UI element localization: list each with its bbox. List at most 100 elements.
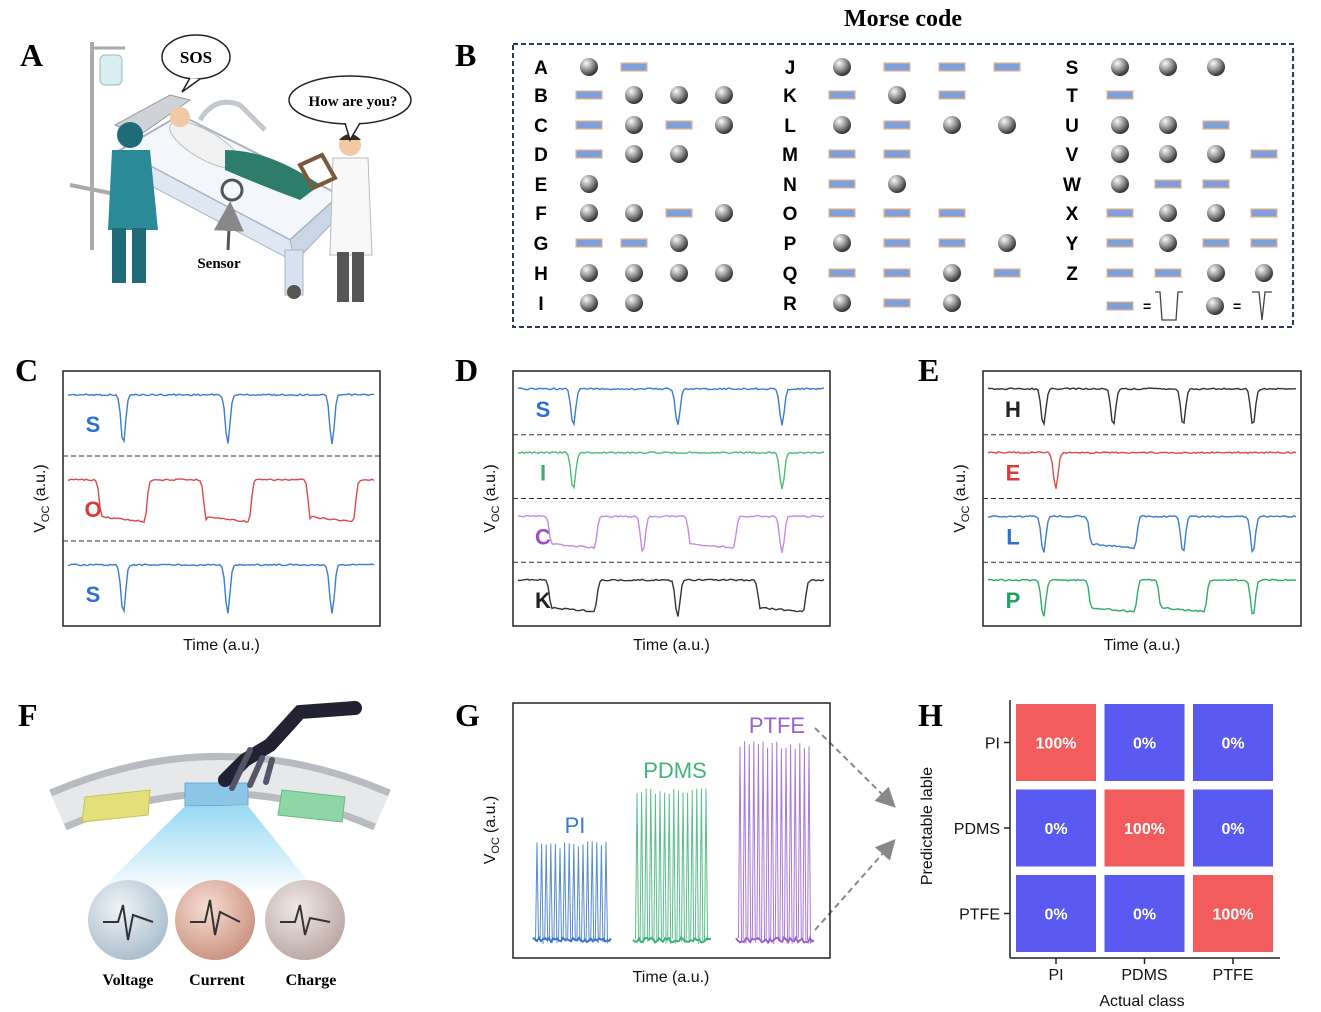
signal-trace: [987, 514, 1297, 554]
signal-trace: [517, 514, 825, 553]
cell-label: 100%: [1036, 736, 1077, 753]
morse-letter: A: [534, 58, 548, 79]
equals-sign: =: [1143, 298, 1151, 314]
morse-letter: R: [783, 294, 797, 315]
morse-dash: [1250, 149, 1278, 159]
morse-dot: [888, 86, 906, 104]
morse-letter: F: [535, 204, 547, 225]
y-label-unit: (a.u.): [952, 464, 969, 501]
morse-dot: [580, 175, 598, 193]
morse-dot: [833, 58, 851, 76]
morse-dot: [1207, 204, 1225, 222]
morse-dot: [670, 234, 688, 252]
morse-dot: [1255, 264, 1273, 282]
arrow: [814, 839, 896, 931]
y-label-unit: (a.u.): [482, 464, 499, 501]
morse-dash: [828, 179, 856, 189]
morse-dash: [938, 208, 966, 218]
panel-label: B: [455, 37, 476, 73]
morse-dot: [625, 86, 643, 104]
morse-dash: [938, 90, 966, 100]
morse-letter: H: [534, 264, 548, 285]
row-label: PDMS: [954, 821, 1000, 838]
signal-trace: [517, 578, 825, 617]
morse-dash: [883, 120, 911, 130]
cell-label: 0%: [1221, 821, 1244, 838]
morse-dash: [1250, 238, 1278, 248]
material-label: PI: [565, 813, 586, 838]
signal-letter: S: [536, 397, 551, 422]
panel-label: G: [455, 697, 480, 733]
morse-letter: M: [782, 145, 798, 166]
morse-dot: [943, 264, 961, 282]
col-label: PTFE: [1213, 967, 1254, 984]
morse-dot: [1159, 58, 1177, 76]
morse-dash: [575, 120, 603, 130]
morse-title: Morse code: [844, 6, 962, 32]
x-axis-label: Time (a.u.): [633, 637, 710, 654]
matrix-cell: [1016, 704, 1096, 781]
morse-letter: K: [783, 86, 797, 107]
morse-dash: [938, 62, 966, 72]
signal-letter: L: [1006, 524, 1019, 549]
morse-dash: [993, 62, 1021, 72]
morse-dash: [993, 268, 1021, 278]
morse-letter: J: [785, 58, 796, 79]
cell-label: 0%: [1221, 736, 1244, 753]
signal-trace: [987, 578, 1297, 617]
morse-dot: [1111, 175, 1129, 193]
morse-letter: D: [534, 145, 548, 166]
cell-label: 0%: [1044, 907, 1067, 924]
hospital-scene: [69, 34, 412, 302]
morse-letter: O: [783, 204, 798, 225]
morse-letter: V: [1066, 145, 1079, 166]
morse-dot: [625, 145, 643, 163]
y-axis-label: VOC (a.u.): [32, 464, 52, 533]
morse-dash: [883, 62, 911, 72]
y-label-sub: OC: [490, 837, 502, 854]
morse-dash: [883, 298, 911, 308]
signal-trace: [67, 393, 375, 445]
morse-dot: [1159, 116, 1177, 134]
morse-dot: [580, 58, 598, 76]
matrix-cell: [1016, 789, 1096, 867]
plot-frame: [982, 370, 1302, 627]
morse-dot: [833, 294, 851, 312]
morse-dot: [998, 234, 1016, 252]
morse-letter: I: [538, 294, 543, 315]
col-label: PDMS: [1121, 967, 1167, 984]
matrix-cell: [1016, 875, 1096, 952]
morse-dash: [665, 208, 693, 218]
spike-train: [635, 788, 708, 944]
morse-dash: [828, 149, 856, 159]
plot-frame: [512, 370, 831, 627]
morse-letter: Z: [1066, 264, 1078, 285]
morse-dash: [828, 90, 856, 100]
morse-dot: [943, 294, 961, 312]
speech-text: How are you?: [309, 94, 398, 110]
morse-frame: [512, 43, 1294, 328]
morse-dash: [665, 120, 693, 130]
material-label: PTFE: [749, 713, 805, 738]
morse-dash: [575, 149, 603, 159]
cell-label: 0%: [1133, 736, 1156, 753]
signal-trace: [517, 387, 825, 427]
signal-letter: K: [535, 588, 551, 613]
signal-type: Voltage: [103, 972, 154, 989]
morse-dash: [1106, 301, 1134, 311]
morse-dot: [888, 175, 906, 193]
y-axis-label: VOC (a.u.): [482, 796, 502, 865]
morse-dash: [575, 238, 603, 248]
morse-letter: P: [784, 234, 797, 255]
morse-dot: [625, 294, 643, 312]
y-label-main: V: [482, 522, 499, 533]
panel-label: D: [455, 352, 478, 388]
x-axis-label: Time (a.u.): [633, 969, 710, 986]
morse-dash: [1202, 179, 1230, 189]
morse-dash: [1154, 268, 1182, 278]
signal-trace: [517, 450, 825, 490]
arrow: [814, 727, 896, 808]
spike-baseline: [735, 935, 815, 945]
morse-dash: [883, 149, 911, 159]
